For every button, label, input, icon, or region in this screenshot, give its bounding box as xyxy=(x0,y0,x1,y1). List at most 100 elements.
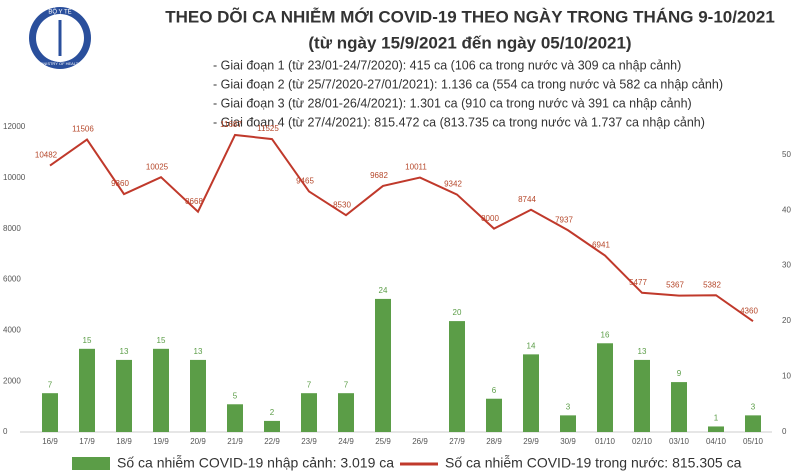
bar-label: 15 xyxy=(83,336,92,345)
y-tick-label: 2000 xyxy=(3,376,21,385)
bar xyxy=(301,393,317,432)
logo-text: BỘ Y TẾ xyxy=(48,9,71,16)
line-label: 4360 xyxy=(740,306,758,315)
bar-label: 13 xyxy=(194,347,203,356)
bar xyxy=(42,393,58,432)
x-tick-label: 04/10 xyxy=(706,437,727,446)
bar-label: 13 xyxy=(120,347,129,356)
annotation: - Giai đoạn 1 (từ 23/01-24/7/2020): 415 … xyxy=(213,58,681,72)
bar xyxy=(671,382,687,432)
bar xyxy=(264,420,280,432)
y-tick-label: 4000 xyxy=(3,325,21,334)
x-tick-label: 21/9 xyxy=(227,437,243,446)
bar-label: 14 xyxy=(527,341,536,350)
x-tick-label: 23/9 xyxy=(301,437,317,446)
x-tick-label: 05/10 xyxy=(743,437,764,446)
bar xyxy=(190,359,206,432)
line-label: 8530 xyxy=(333,200,351,209)
bar-label: 9 xyxy=(677,369,682,378)
bar xyxy=(153,348,169,432)
y2-tick-label: 50 xyxy=(782,150,791,159)
line-label: 10482 xyxy=(35,151,58,160)
bar-label: 20 xyxy=(453,308,462,317)
bar xyxy=(523,354,539,432)
line-label: 11506 xyxy=(72,125,94,134)
y-tick-label: 8000 xyxy=(3,224,21,233)
x-tick-label: 02/10 xyxy=(632,437,653,446)
y2-tick-label: 40 xyxy=(782,205,791,214)
line-label: 8000 xyxy=(481,214,499,223)
bar-label: 7 xyxy=(307,380,312,389)
bar-label: 24 xyxy=(379,286,388,295)
line-label: 9360 xyxy=(111,179,129,188)
line-label: 6941 xyxy=(592,241,610,250)
bar-label: 7 xyxy=(48,380,53,389)
line-label: 5382 xyxy=(703,280,721,289)
x-tick-label: 29/9 xyxy=(523,437,539,446)
bar xyxy=(79,348,95,432)
chart-title: THEO DÕI CA NHIỄM MỚI COVID-19 THEO NGÀY… xyxy=(165,6,775,26)
bar-label: 2 xyxy=(270,408,275,417)
bar xyxy=(708,426,724,432)
x-tick-label: 30/9 xyxy=(560,437,576,446)
bar xyxy=(634,359,650,432)
x-tick-label: 27/9 xyxy=(449,437,465,446)
x-tick-label: 24/9 xyxy=(338,437,354,446)
x-tick-label: 25/9 xyxy=(375,437,391,446)
bar-label: 13 xyxy=(638,347,647,356)
annotation: - Giai đoạn 3 (từ 28/01-26/4/2021): 1.30… xyxy=(213,96,692,110)
bar-label: 16 xyxy=(601,330,610,339)
line-label: 11687 xyxy=(220,120,242,129)
x-tick-label: 18/9 xyxy=(116,437,132,446)
line-label: 9465 xyxy=(296,177,314,186)
y-tick-label: 6000 xyxy=(3,275,21,284)
line-label: 5367 xyxy=(666,281,684,290)
bar xyxy=(116,359,132,432)
y-tick-label: 10000 xyxy=(3,173,26,182)
bar-label: 3 xyxy=(566,402,571,411)
line-label: 11525 xyxy=(257,124,279,133)
x-tick-label: 17/9 xyxy=(79,437,95,446)
bar-label: 1 xyxy=(714,414,719,423)
bar-label: 15 xyxy=(157,336,166,345)
bar-label: 3 xyxy=(751,402,756,411)
bar xyxy=(486,398,502,432)
annotation: - Giai đoạn 4 (từ 27/4/2021): 815.472 ca… xyxy=(213,115,705,129)
y2-tick-label: 10 xyxy=(782,372,791,381)
annotation: - Giai đoạn 2 (từ 25/7/2020-27/01/2021):… xyxy=(213,77,723,91)
line-label: 9682 xyxy=(370,171,388,180)
line-label: 5477 xyxy=(629,278,647,287)
y2-tick-label: 30 xyxy=(782,261,791,270)
line-label: 10025 xyxy=(146,162,169,171)
line-label: 7937 xyxy=(555,215,573,224)
y2-tick-label: 0 xyxy=(782,427,787,436)
line xyxy=(49,133,754,323)
bar xyxy=(560,415,576,432)
bar-label: 5 xyxy=(233,391,238,400)
bar xyxy=(745,415,761,432)
x-tick-label: 22/9 xyxy=(264,437,280,446)
bar xyxy=(227,404,243,432)
x-tick-label: 26/9 xyxy=(412,437,428,446)
logo-text: MINISTRY OF HEALTH xyxy=(39,61,81,66)
legend-swatch xyxy=(72,457,110,470)
bar xyxy=(375,298,391,432)
legend-label: Số ca nhiễm COVID-19 trong nước: 815.305… xyxy=(445,455,742,471)
bar xyxy=(449,321,465,432)
x-tick-label: 19/9 xyxy=(153,437,169,446)
y2-tick-label: 20 xyxy=(782,316,791,325)
line-label: 9342 xyxy=(444,180,462,189)
bar xyxy=(338,393,354,432)
bar-label: 6 xyxy=(492,386,497,395)
chart-subtitle: (từ ngày 15/9/2021 đến ngày 05/10/2021) xyxy=(308,33,631,52)
y-tick-label: 0 xyxy=(3,427,8,436)
x-tick-label: 16/9 xyxy=(42,437,58,446)
line-label: 8668 xyxy=(185,197,203,206)
x-tick-label: 03/10 xyxy=(669,437,690,446)
line-label: 10011 xyxy=(405,163,427,172)
x-tick-label: 01/10 xyxy=(595,437,616,446)
line-label: 8744 xyxy=(518,195,536,204)
y-tick-label: 12000 xyxy=(3,122,26,131)
